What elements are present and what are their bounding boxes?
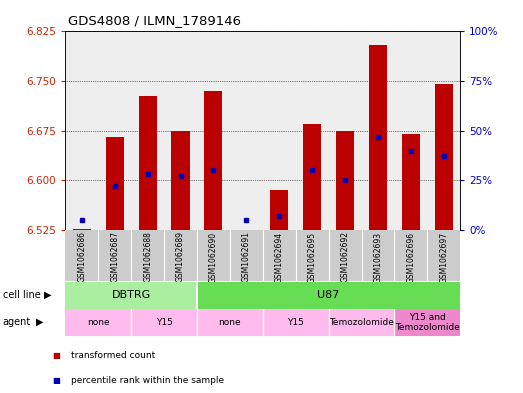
Text: transformed count: transformed count <box>71 351 155 360</box>
Bar <box>197 282 460 309</box>
Bar <box>263 309 328 336</box>
Bar <box>204 91 222 230</box>
Text: GSM1062695: GSM1062695 <box>308 231 316 283</box>
Bar <box>98 230 131 281</box>
Bar <box>65 230 98 281</box>
Bar <box>369 45 387 230</box>
Bar <box>230 230 263 281</box>
Bar <box>394 309 460 336</box>
Text: GSM1062694: GSM1062694 <box>275 231 284 283</box>
Bar <box>295 230 328 281</box>
Bar <box>164 230 197 281</box>
Text: ■: ■ <box>52 351 60 360</box>
Text: cell line: cell line <box>3 290 40 300</box>
Text: GSM1062696: GSM1062696 <box>406 231 415 283</box>
Text: GSM1062688: GSM1062688 <box>143 231 152 282</box>
Text: DBTRG: DBTRG <box>111 290 151 300</box>
Bar <box>328 309 394 336</box>
Bar <box>394 230 427 281</box>
Text: Y15: Y15 <box>156 318 173 327</box>
Text: GSM1062697: GSM1062697 <box>439 231 448 283</box>
Text: GSM1062692: GSM1062692 <box>340 231 349 283</box>
Text: Temozolomide: Temozolomide <box>329 318 394 327</box>
Text: percentile rank within the sample: percentile rank within the sample <box>71 376 224 384</box>
Bar <box>65 309 131 336</box>
Text: ▶: ▶ <box>44 290 52 300</box>
Bar <box>73 229 91 230</box>
Text: GSM1062687: GSM1062687 <box>110 231 119 283</box>
Text: Y15: Y15 <box>287 318 304 327</box>
Text: GSM1062690: GSM1062690 <box>209 231 218 283</box>
Bar <box>361 230 394 281</box>
Bar <box>263 230 295 281</box>
Text: GSM1062693: GSM1062693 <box>373 231 382 283</box>
Bar <box>303 124 321 230</box>
Text: none: none <box>87 318 110 327</box>
Text: GSM1062691: GSM1062691 <box>242 231 251 283</box>
Text: Y15 and
Temozolomide: Y15 and Temozolomide <box>395 313 460 332</box>
Bar <box>139 95 157 230</box>
Bar <box>197 309 263 336</box>
Bar <box>172 131 190 230</box>
Bar <box>65 282 197 309</box>
Bar <box>131 230 164 281</box>
Text: ■: ■ <box>52 376 60 384</box>
Bar <box>427 230 460 281</box>
Text: none: none <box>219 318 241 327</box>
Bar <box>106 137 124 230</box>
Text: agent: agent <box>3 317 31 327</box>
Bar <box>197 230 230 281</box>
Bar <box>402 134 420 230</box>
Bar <box>435 84 453 230</box>
Text: ▶: ▶ <box>36 317 43 327</box>
Text: U87: U87 <box>317 290 340 300</box>
Text: GSM1062689: GSM1062689 <box>176 231 185 283</box>
Bar <box>270 190 288 230</box>
Bar <box>131 309 197 336</box>
Bar <box>336 131 354 230</box>
Text: GSM1062686: GSM1062686 <box>77 231 86 283</box>
Bar <box>328 230 361 281</box>
Text: GDS4808 / ILMN_1789146: GDS4808 / ILMN_1789146 <box>68 14 241 27</box>
